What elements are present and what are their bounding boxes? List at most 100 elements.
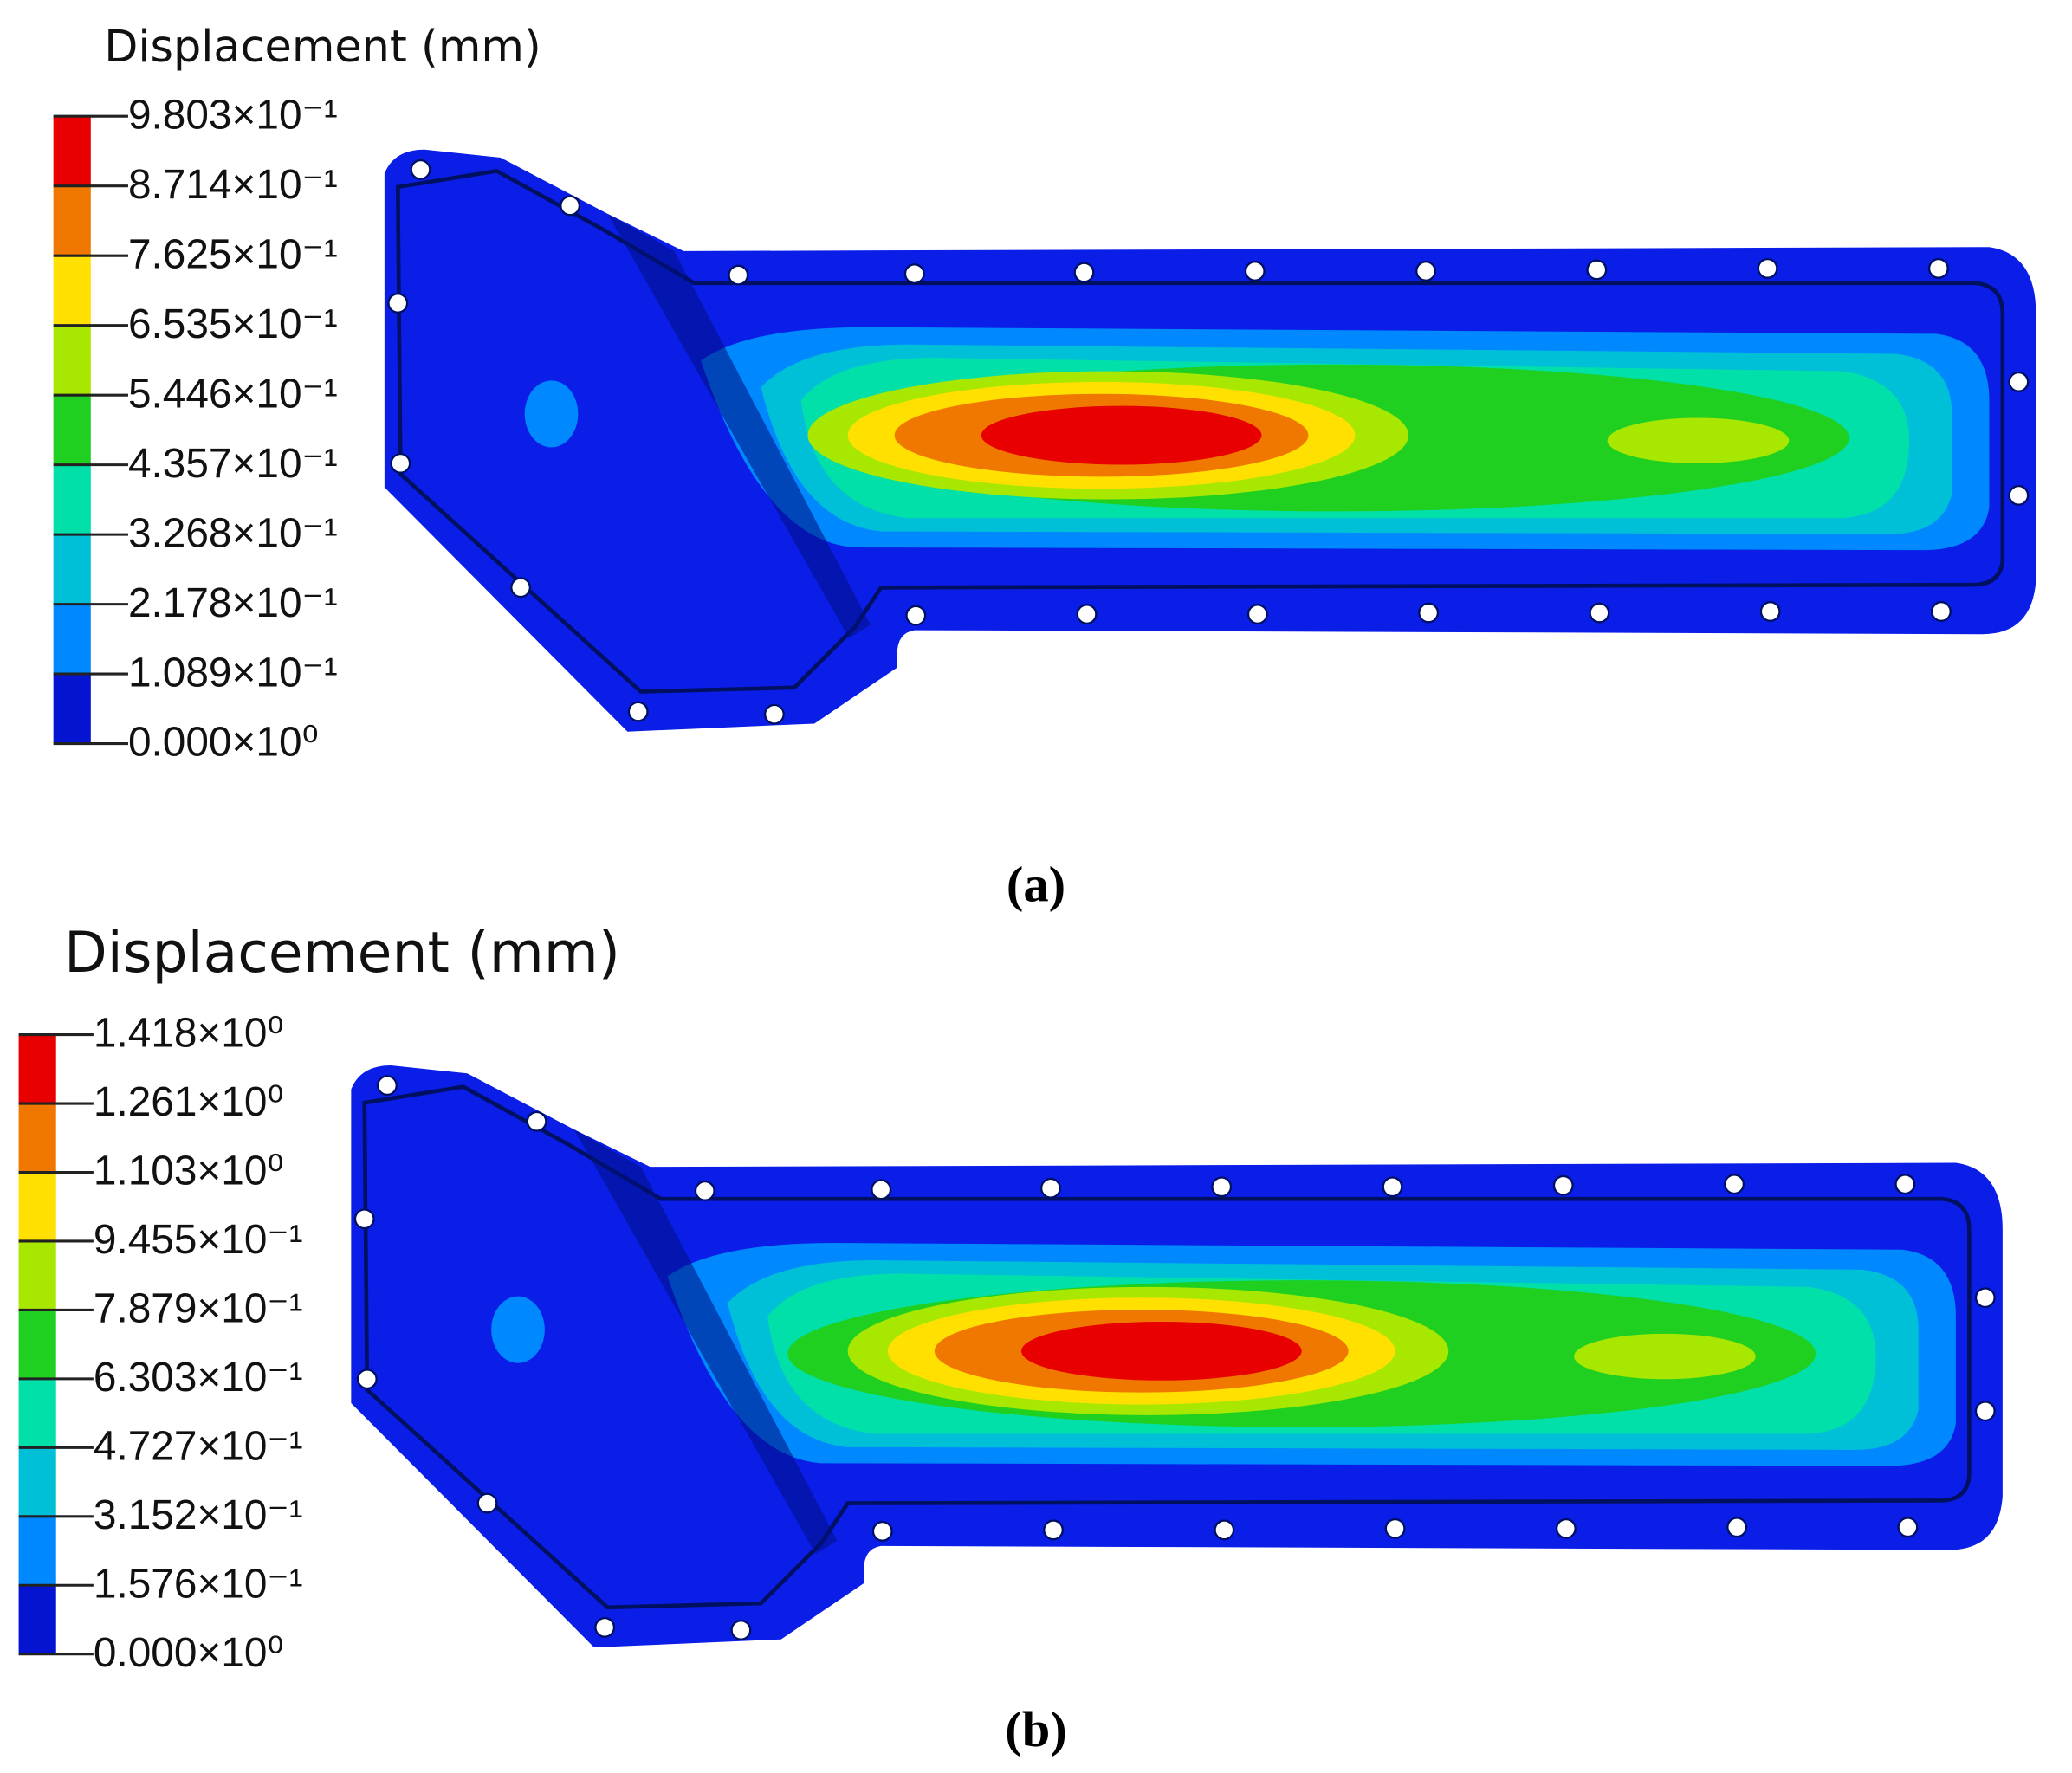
- oil-pan: [384, 149, 2036, 732]
- legend-band: [53, 116, 91, 186]
- legend-band: [18, 1585, 56, 1654]
- legend-label: 4.727×10⁻¹: [94, 1423, 303, 1469]
- bolt-hole: [1586, 259, 1608, 281]
- bolt-hole: [353, 1208, 375, 1230]
- oil-pan: [351, 1065, 2003, 1648]
- legend-label: 7.625×10⁻¹: [128, 231, 338, 277]
- legend-band: [18, 1103, 56, 1173]
- bolt-hole: [377, 1075, 398, 1097]
- legend-band: [53, 534, 91, 605]
- legend-label: 6.303×10⁻¹: [94, 1355, 303, 1401]
- legend-label: 1.089×10⁻¹: [128, 650, 338, 696]
- legend-band: [18, 1240, 56, 1310]
- legend-label: 0.000×10⁰: [94, 1630, 284, 1676]
- bolt-hole: [1246, 604, 1268, 625]
- bolt-hole: [390, 452, 411, 474]
- legend-band: [18, 1034, 56, 1104]
- bolt-hole: [1076, 604, 1098, 625]
- bolt-hole: [1931, 601, 1952, 622]
- pan-rim: [362, 1084, 1972, 1610]
- bolt-hole: [1974, 1287, 1996, 1309]
- legend-band: [18, 1172, 56, 1241]
- legend-band: [18, 1516, 56, 1586]
- bolt-hole: [1759, 601, 1781, 622]
- bolt-hole: [560, 195, 581, 217]
- bolt-hole: [1974, 1401, 1996, 1422]
- rib: [573, 1129, 838, 1555]
- bolt-hole: [1073, 262, 1095, 283]
- legend-band: [18, 1310, 56, 1379]
- bolt-hole: [1897, 1517, 1919, 1538]
- pan-rim: [395, 168, 2005, 694]
- contours: [701, 327, 1990, 551]
- bolt-hole: [594, 1616, 616, 1638]
- contour: [1607, 417, 1790, 463]
- caption: (b): [1005, 1701, 1067, 1757]
- legend-band: [53, 185, 91, 256]
- bolt-hole: [1726, 1517, 1748, 1538]
- legend-label: 5.446×10⁻¹: [128, 371, 338, 417]
- legend-label: 6.535×10⁻¹: [128, 301, 338, 347]
- panel-title: Displacement (mm): [104, 21, 541, 72]
- legend-label: 4.357×10⁻¹: [128, 441, 338, 487]
- legend-label: 9.803×10⁻¹: [128, 92, 338, 138]
- bolt-hole: [1894, 1174, 1916, 1195]
- legend-label: 3.268×10⁻¹: [128, 510, 338, 556]
- bolt-hole: [1040, 1177, 1061, 1199]
- legend-band: [53, 464, 91, 535]
- bolt-hole: [1244, 261, 1266, 281]
- bolt-hole: [1757, 257, 1778, 279]
- bolt-hole: [763, 703, 785, 725]
- bolt-hole: [356, 1369, 378, 1390]
- contour: [981, 405, 1262, 465]
- rib: [607, 213, 871, 638]
- legend-band: [53, 604, 91, 675]
- bolt-hole: [1211, 1176, 1233, 1198]
- bolt-hole: [905, 605, 927, 626]
- bolt-hole: [2008, 371, 2030, 392]
- bolt-hole: [1589, 602, 1610, 624]
- legend-label: 3.152×10⁻¹: [94, 1492, 303, 1538]
- contours: [667, 1243, 1956, 1466]
- legend-label: 2.178×10⁻¹: [128, 580, 338, 626]
- bolt-hole: [410, 159, 431, 180]
- bolt-hole: [1382, 1176, 1403, 1198]
- bolt-hole: [387, 293, 409, 314]
- legend-label: 7.879×10⁻¹: [94, 1286, 303, 1332]
- boss: [524, 380, 579, 448]
- contour: [1574, 1333, 1756, 1380]
- bolt-hole: [1214, 1519, 1235, 1541]
- panel-title: Displacement (mm): [64, 921, 620, 986]
- legend-label: 9.455×10⁻¹: [94, 1217, 303, 1263]
- bolt-hole: [1043, 1519, 1064, 1541]
- boss: [491, 1296, 545, 1363]
- legend-band: [53, 395, 91, 465]
- legend-label: 1.103×10⁰: [94, 1149, 284, 1194]
- bolt-hole: [1555, 1517, 1577, 1539]
- bolt-hole: [1415, 261, 1436, 281]
- bolt-hole: [1418, 602, 1440, 624]
- bolt-hole: [728, 264, 749, 286]
- legend-band: [18, 1378, 56, 1448]
- bolt-hole: [730, 1620, 752, 1640]
- bolt-hole: [526, 1110, 547, 1132]
- legend-label: 0.000×10⁰: [128, 720, 319, 766]
- legend-label: 8.714×10⁻¹: [128, 162, 338, 208]
- bolt-hole: [694, 1180, 715, 1201]
- bolt-hole: [1384, 1517, 1406, 1539]
- legend-band: [18, 1447, 56, 1517]
- bolt-hole: [1927, 257, 1949, 279]
- bolt-hole: [2008, 484, 2030, 506]
- bolt-hole: [476, 1492, 498, 1514]
- contour: [1021, 1321, 1302, 1381]
- bolt-hole: [903, 263, 925, 285]
- legend-band: [53, 325, 91, 396]
- bolt-hole: [871, 1520, 893, 1542]
- bolt-hole: [627, 701, 649, 722]
- legend-band: [53, 674, 91, 744]
- bolt-hole: [510, 577, 532, 599]
- bolt-hole: [1724, 1174, 1745, 1195]
- legend-band: [53, 256, 91, 326]
